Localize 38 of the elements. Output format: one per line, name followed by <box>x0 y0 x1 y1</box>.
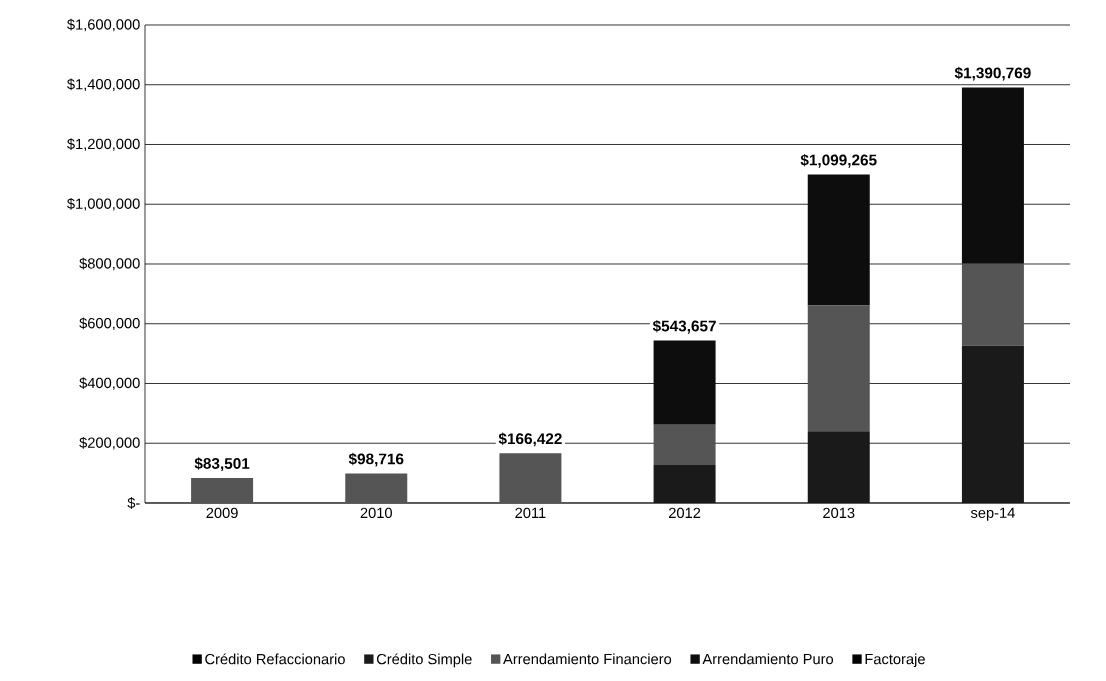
y-tick-label: $800,000 <box>79 257 140 271</box>
y-tick-label: $1,200,000 <box>67 138 140 151</box>
total-label: $1,390,769 <box>954 66 1031 81</box>
total-label: $1,099,265 <box>800 153 877 168</box>
bar <box>807 174 870 306</box>
x-tick-label: sep-14 <box>970 507 1015 521</box>
legend-label: Factoraje <box>865 653 925 668</box>
bar <box>961 263 1024 346</box>
y-tick-label: $1,600,000 <box>67 18 140 32</box>
y-tick-label: $1,000,000 <box>67 197 140 211</box>
bar <box>961 345 1024 503</box>
bar <box>653 340 716 425</box>
y-tick-label: $200,000 <box>79 436 140 450</box>
x-tick-label: 2011 <box>515 507 546 519</box>
x-tick-label: 2009 <box>206 507 238 519</box>
x-tick-label: 2010 <box>360 507 392 519</box>
bar <box>653 424 716 466</box>
x-tick-label: 2012 <box>669 507 701 519</box>
legend-label: Crédito Refaccionario <box>205 653 345 665</box>
legend-label: Arrendamiento Puro <box>702 653 834 665</box>
total-label: $166,422 <box>498 432 562 447</box>
bar <box>807 305 870 432</box>
bar <box>653 465 716 503</box>
y-tick-label: $1,400,000 <box>67 78 140 92</box>
total-label: $98,716 <box>348 452 404 467</box>
y-tick-label: $600,000 <box>79 317 140 331</box>
legend-label: Arrendamiento Financiero <box>503 653 672 665</box>
legend-label: Crédito Simple <box>376 653 472 668</box>
bar <box>807 431 870 503</box>
bar <box>345 473 408 503</box>
x-tick-label: 2013 <box>823 507 855 519</box>
y-tick-label: $- <box>127 497 140 509</box>
y-tick-label: $400,000 <box>79 377 140 390</box>
bar <box>499 453 562 503</box>
total-label: $83,501 <box>194 457 250 472</box>
total-label: $543,657 <box>652 319 716 334</box>
bar <box>191 478 254 503</box>
bar <box>961 87 1024 264</box>
